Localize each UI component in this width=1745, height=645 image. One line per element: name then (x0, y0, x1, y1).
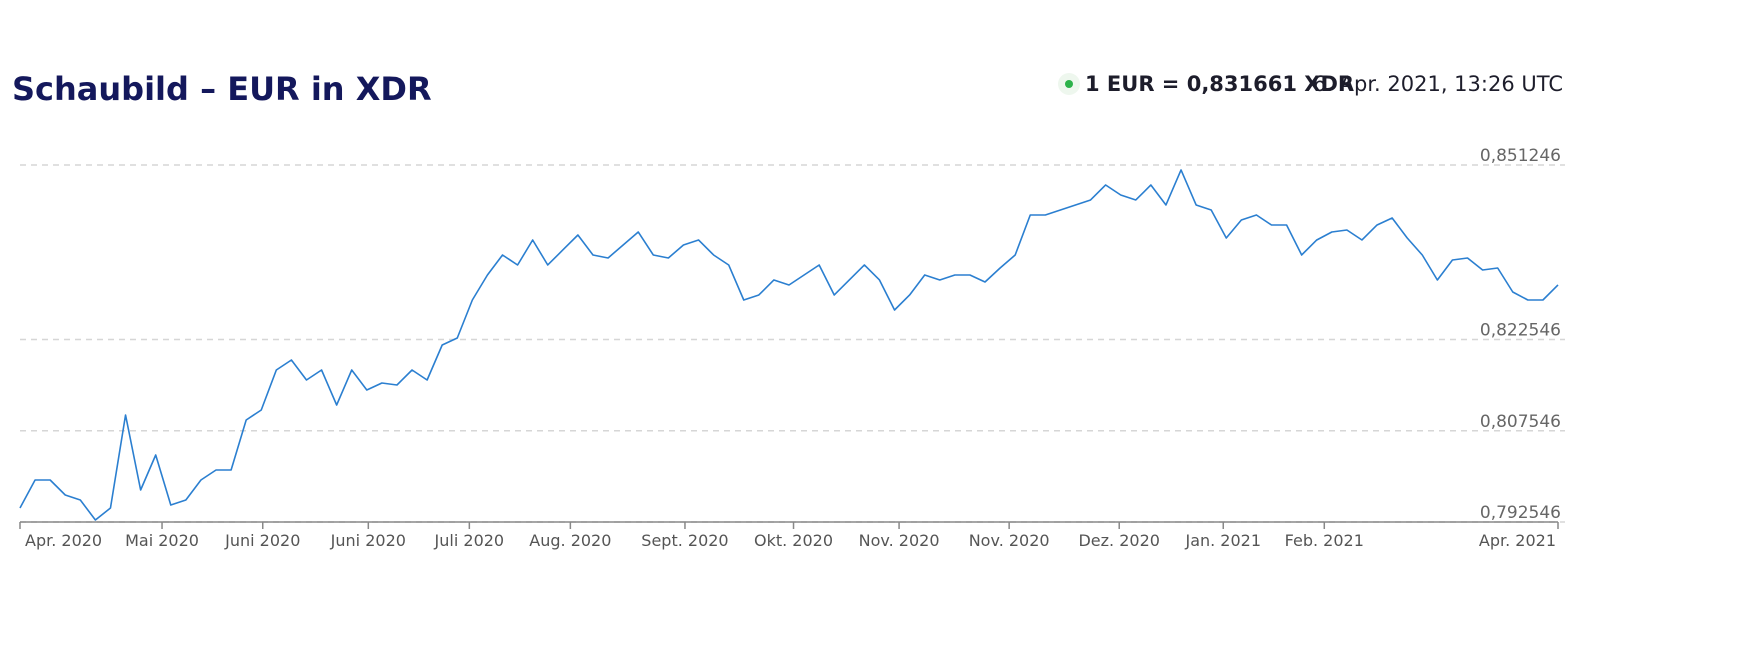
x-tick-label: Sept. 2020 (641, 531, 728, 550)
price-line (19, 169, 1559, 521)
x-tick-label: Aug. 2020 (529, 531, 611, 550)
rate: 1 EUR = 0,831661 XDR (1085, 72, 1354, 96)
x-tick-label: Apr. 2020 (25, 531, 102, 550)
x-tick-label: Nov. 2020 (859, 531, 940, 550)
x-tick-label: Dez. 2020 (1078, 531, 1159, 550)
x-tick-label: Apr. 2021 (1479, 531, 1556, 550)
chart-title: Schaubild – EUR in XDR (12, 70, 432, 108)
y-tick-label: 0,851246 (1480, 146, 1561, 166)
timestamp: 6. Apr. 2021, 13:26 UTC (1313, 72, 1563, 96)
x-tick-label: Feb. 2021 (1285, 531, 1364, 550)
y-tick-label: 0,807546 (1480, 412, 1561, 432)
y-tick-label: 0,792546 (1480, 503, 1561, 523)
x-tick-label: Juni 2020 (224, 531, 300, 550)
y-tick-label: 0,822546 (1480, 321, 1561, 341)
x-tick-label: Okt. 2020 (754, 531, 833, 550)
x-tick-label: Jan. 2021 (1184, 531, 1261, 550)
x-tick-label: Nov. 2020 (969, 531, 1050, 550)
x-tick-label: Juni 2020 (330, 531, 406, 550)
x-tick-label: Juli 2020 (434, 531, 505, 550)
x-tick-label: Mai 2020 (125, 531, 199, 550)
status-dot (1065, 80, 1073, 88)
